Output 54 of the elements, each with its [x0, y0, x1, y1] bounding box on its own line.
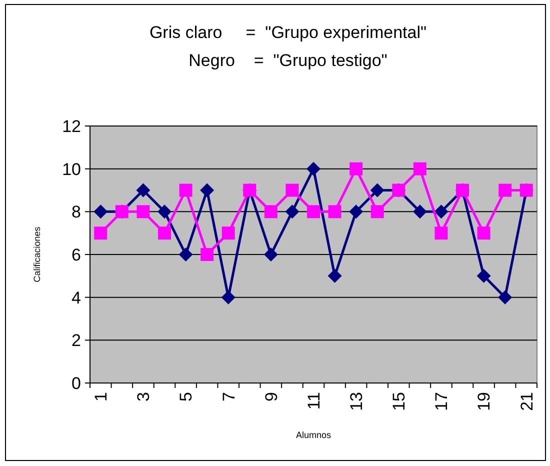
x-tick-label: 21 [517, 392, 536, 411]
x-tick-label: 15 [390, 392, 409, 411]
x-tick-label: 7 [219, 392, 238, 402]
point [307, 205, 320, 218]
x-tick-label: 1 [92, 392, 111, 402]
point [350, 162, 363, 176]
point [412, 204, 427, 219]
point [370, 183, 384, 198]
x-axis-title: Alumnos [296, 430, 332, 440]
point [434, 226, 448, 240]
x-tick-label: 11 [304, 392, 324, 410]
x-tick-label: 17 [432, 392, 452, 411]
point [136, 205, 150, 218]
point [286, 184, 299, 197]
point [158, 226, 171, 240]
point [477, 226, 490, 240]
x-tick-label: 13 [347, 392, 366, 411]
chart-title: Gris claro = "Grupo experimental" [149, 23, 427, 42]
point [222, 226, 235, 240]
point [136, 183, 150, 198]
x-tick-label: 19 [474, 392, 494, 411]
y-tick-label: 2 [72, 331, 81, 350]
point [179, 184, 192, 197]
point [264, 248, 278, 262]
point [264, 205, 278, 218]
y-tick-label: 0 [72, 374, 81, 393]
point [158, 204, 172, 219]
point [328, 205, 342, 218]
point [200, 183, 214, 198]
y-tick-label: 6 [72, 245, 81, 264]
point [498, 184, 512, 197]
point [94, 226, 108, 240]
point [285, 204, 300, 219]
point [434, 204, 448, 219]
point [476, 268, 491, 283]
y-tick-label: 12 [62, 116, 81, 136]
point [328, 268, 342, 283]
point [221, 290, 236, 304]
point [306, 162, 320, 176]
point [498, 290, 512, 304]
y-axis-title: Calificaciones [32, 226, 42, 282]
x-tick-label: 9 [262, 392, 281, 402]
point [94, 204, 108, 219]
point [413, 162, 426, 176]
point [178, 248, 193, 262]
y-tick-label: 8 [72, 202, 81, 222]
chart-subtitle: Negro = "Grupo testigo" [188, 51, 388, 70]
y-tick-label: 4 [72, 288, 81, 308]
y-tick-label: 10 [62, 160, 81, 179]
point [370, 205, 384, 218]
x-tick-label: 5 [176, 392, 196, 402]
point [349, 204, 364, 219]
x-tick-label: 3 [134, 392, 154, 402]
point [200, 248, 214, 261]
